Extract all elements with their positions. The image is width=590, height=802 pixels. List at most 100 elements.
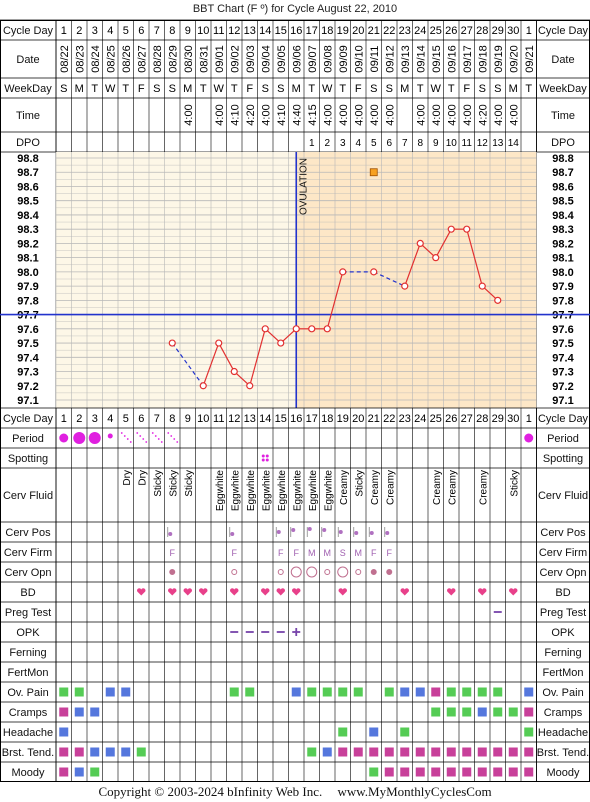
footer: Copyright © 2003-2024 bInfinity Web Inc.… xyxy=(0,782,590,802)
cerv-firm-cell: F xyxy=(232,548,238,558)
weekday-cell: W xyxy=(214,83,225,95)
date-cell: 09/11 xyxy=(369,46,381,73)
cerv-fluid-cell: Eggwhite xyxy=(215,470,226,512)
moody-square xyxy=(59,767,69,777)
weekday-cell: S xyxy=(60,83,67,95)
cerv-pos-dot xyxy=(307,527,312,531)
cycle-day-cell-bottom: 21 xyxy=(368,413,380,425)
moody-square xyxy=(90,767,100,777)
website-link[interactable]: www.MyMonthlyCyclesCom xyxy=(337,784,492,799)
cerv-fluid-cell: Sticky xyxy=(509,470,520,497)
cycle-day-cell-bottom: 15 xyxy=(275,413,287,425)
cycle-day-cell-bottom: 4 xyxy=(107,413,113,425)
cerv-opn-mark xyxy=(231,569,238,575)
ov-pain-square xyxy=(493,687,503,697)
cerv-fluid-cell: Eggwhite xyxy=(323,470,334,512)
period-spotting-dot xyxy=(157,438,160,440)
temp-point xyxy=(261,325,269,333)
cerv-pos-dot xyxy=(354,531,359,535)
cycle-day-cell: 26 xyxy=(445,25,457,37)
spotting-dot xyxy=(265,458,269,462)
cerv-opn-mark xyxy=(386,569,393,575)
row-label-brst_tend: Brst. Tend. xyxy=(2,747,54,759)
moody-square xyxy=(462,767,472,777)
cycle-day-cell-bottom: 30 xyxy=(507,413,519,425)
cycle-day-cell: 27 xyxy=(461,25,473,37)
cycle-day-cell: 18 xyxy=(321,25,333,37)
temp-point xyxy=(432,254,440,262)
weekday-cell: W xyxy=(431,83,442,95)
row-label-right-cerv_opn: Cerv Opn xyxy=(539,567,586,579)
cycle-day-cell-bottom: 9 xyxy=(185,413,191,425)
weekday-cell: S xyxy=(169,83,176,95)
post-ovulation-area xyxy=(296,152,537,408)
bd-heart xyxy=(137,588,146,596)
weekday-cell: F xyxy=(138,83,145,95)
cycle-day-cell: 2 xyxy=(76,25,82,37)
time-cell: 4:00 xyxy=(431,104,443,125)
time-cell: 4:00 xyxy=(338,104,350,125)
date-cell: 09/17 xyxy=(462,45,474,73)
brst-tend-square xyxy=(90,747,100,757)
cramps-square xyxy=(446,707,456,717)
ovulation-label: OVULATION xyxy=(298,158,309,215)
cycle-day-cell: 6 xyxy=(138,25,144,37)
cycle-day-cell: 23 xyxy=(399,25,411,37)
cycle-day-cell: 12 xyxy=(228,25,240,37)
temp-axis-label-right: 97.8 xyxy=(552,295,573,307)
weekday-cell: T xyxy=(200,83,207,95)
cycle-day-cell-bottom: 11 xyxy=(213,413,224,425)
weekday-cell: T xyxy=(91,83,98,95)
cycle-day-cell-bottom: 8 xyxy=(169,413,175,425)
temp-axis-label: 97.6 xyxy=(17,324,38,336)
weekday-cell: S xyxy=(153,83,160,95)
headache-square xyxy=(400,727,410,737)
temp-axis-label-right: 98.7 xyxy=(552,167,573,179)
dpo-cell: 10 xyxy=(446,138,458,149)
ov-pain-square xyxy=(431,687,441,697)
row-label-preg_test: Preg Test xyxy=(5,607,51,619)
period-spotting-dot xyxy=(154,435,157,437)
dpo-cell: 7 xyxy=(402,138,408,149)
brst-tend-square xyxy=(508,747,518,757)
row-label-right-fertmon: FertMon xyxy=(543,667,584,679)
cerv-firm-cell: F xyxy=(387,548,393,558)
ov-pain-square xyxy=(105,687,115,697)
brst-tend-square xyxy=(121,747,131,757)
cerv-fluid-cell: Dry xyxy=(122,470,133,486)
dpo-cell: 2 xyxy=(324,138,330,149)
date-cell: 08/29 xyxy=(167,45,179,73)
cerv-firm-cell: M xyxy=(355,548,363,558)
weekday-cell: M xyxy=(183,83,192,95)
date-cell: 09/03 xyxy=(245,45,257,73)
temp-axis-label-right: 97.7 xyxy=(552,310,573,322)
weekday-cell: S xyxy=(277,83,284,95)
temp-line-segment xyxy=(326,271,344,329)
date-cell: 09/02 xyxy=(229,45,241,73)
dpo-cell: 9 xyxy=(433,138,439,149)
cerv-fluid-cell: Creamy xyxy=(432,470,443,505)
temp-axis-label: 98.3 xyxy=(17,224,38,236)
ov-pain-square xyxy=(59,687,69,697)
time-cell: 4:00 xyxy=(183,104,195,125)
time-cell: 4:00 xyxy=(260,104,272,125)
row-label-right-ov_pain: Ov. Pain xyxy=(542,687,583,699)
cycle-day-cell-bottom: 18 xyxy=(321,413,333,425)
cramps-square xyxy=(74,707,84,717)
ov-pain-square xyxy=(229,687,239,697)
temp-line-segment xyxy=(373,271,406,287)
weekday-cell: M xyxy=(292,83,301,95)
ov-pain-square xyxy=(245,687,255,697)
temp-point xyxy=(416,239,424,248)
weekday-cell: S xyxy=(370,83,377,95)
moody-square xyxy=(477,767,487,777)
cerv-pos-dot xyxy=(230,532,235,536)
temp-point xyxy=(246,382,254,390)
cycle-day-cell-bottom: 28 xyxy=(476,413,488,425)
date-cell: 08/24 xyxy=(90,45,102,73)
date-cell: 08/30 xyxy=(183,45,195,73)
cycle-day-cell: 25 xyxy=(430,25,442,37)
ov-pain-square xyxy=(338,687,348,697)
brst-tend-square xyxy=(446,747,456,757)
moody-square xyxy=(369,767,379,777)
